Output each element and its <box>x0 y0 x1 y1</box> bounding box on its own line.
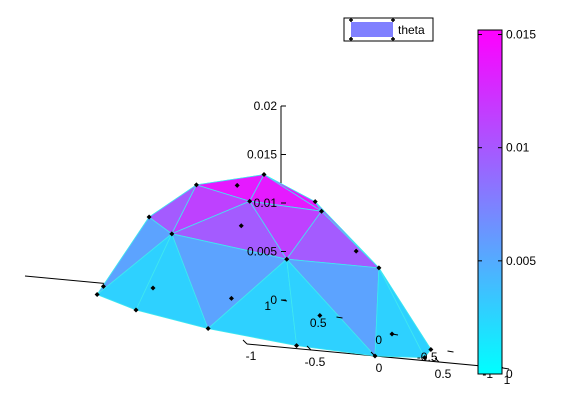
y-tick-label: 0 <box>375 333 382 347</box>
mesh-node-marker <box>228 295 234 301</box>
x-tick-mark <box>306 345 312 351</box>
mesh-node-marker <box>247 198 253 204</box>
colorbar-tick-label: 0.015 <box>506 28 536 42</box>
legend-swatch-markers <box>349 18 395 41</box>
colorbar-ticks: 0 0.005 0.01 0.015 <box>478 28 536 381</box>
x-tick-label: 1 <box>504 373 511 387</box>
x-tick-mark <box>434 357 440 363</box>
legend: theta <box>343 17 434 42</box>
y-tick-mark <box>280 299 288 302</box>
y-tick-mark <box>336 316 343 319</box>
y-tick-mark <box>502 367 510 370</box>
x-tick-mark <box>242 339 248 345</box>
colorbar-tick-label: 0.005 <box>506 254 536 268</box>
legend-swatch <box>351 22 393 37</box>
z-tick-label: 0 <box>270 293 277 307</box>
mesh-node-marker <box>169 231 175 237</box>
mesh-node-marker <box>353 248 359 254</box>
mesh-node-marker <box>294 343 300 349</box>
surface-mesh <box>96 174 432 359</box>
x-tick-label: 0.5 <box>435 367 452 381</box>
mesh-node-marker <box>422 355 428 361</box>
colorbar-tick-label: 0.01 <box>506 141 530 155</box>
mesh-node-marker <box>100 283 106 289</box>
y-tick-label: 0.5 <box>310 316 327 330</box>
mesh-node-marker <box>312 199 318 205</box>
mesh-node-marker <box>94 292 100 298</box>
mesh-node-marker <box>376 265 382 271</box>
surface-facet <box>374 267 426 359</box>
mesh-node-marker <box>284 256 290 262</box>
mesh-node-marker <box>317 312 323 318</box>
y-tick-label: -0.5 <box>417 350 438 364</box>
legend-label: theta <box>398 23 425 37</box>
z-tick-label: 0.01 <box>254 196 278 210</box>
mesh-node-marker <box>428 346 434 352</box>
mesh-node-marker <box>146 214 152 220</box>
mesh-node-marker <box>319 208 325 214</box>
axis-ticks: 00.0050.010.0150.02-1-0.500.51-1-0.500.5… <box>242 99 511 387</box>
y-tick-label: 1 <box>264 299 271 313</box>
mesh-nodes <box>94 172 434 361</box>
z-tick-label: 0.015 <box>247 148 277 162</box>
legend-marker-icon <box>349 18 395 41</box>
y-tick-mark <box>391 333 399 336</box>
colorbar-tick-label: 0 <box>506 367 513 381</box>
mesh-node-marker <box>234 182 240 188</box>
mesh-node-marker <box>261 172 267 178</box>
mesh-node-marker <box>193 182 199 188</box>
x-tick-label: -1 <box>246 349 257 363</box>
mesh-node-marker <box>133 307 139 313</box>
z-tick-label: 0.005 <box>247 245 277 259</box>
surface-facet <box>286 258 376 357</box>
y-tick-mark <box>447 350 454 353</box>
mesh-node-marker <box>150 285 156 291</box>
mesh-node-marker <box>238 223 244 229</box>
z-tick-label: 0.02 <box>254 99 278 113</box>
x-tick-label: 0 <box>376 361 383 375</box>
colorbar: 0 0.005 0.01 0.015 <box>477 28 536 381</box>
mesh-node-marker <box>205 326 211 332</box>
colorbar-gradient <box>477 29 503 375</box>
x-tick-mark <box>370 351 376 357</box>
x-tick-label: -0.5 <box>305 355 326 369</box>
